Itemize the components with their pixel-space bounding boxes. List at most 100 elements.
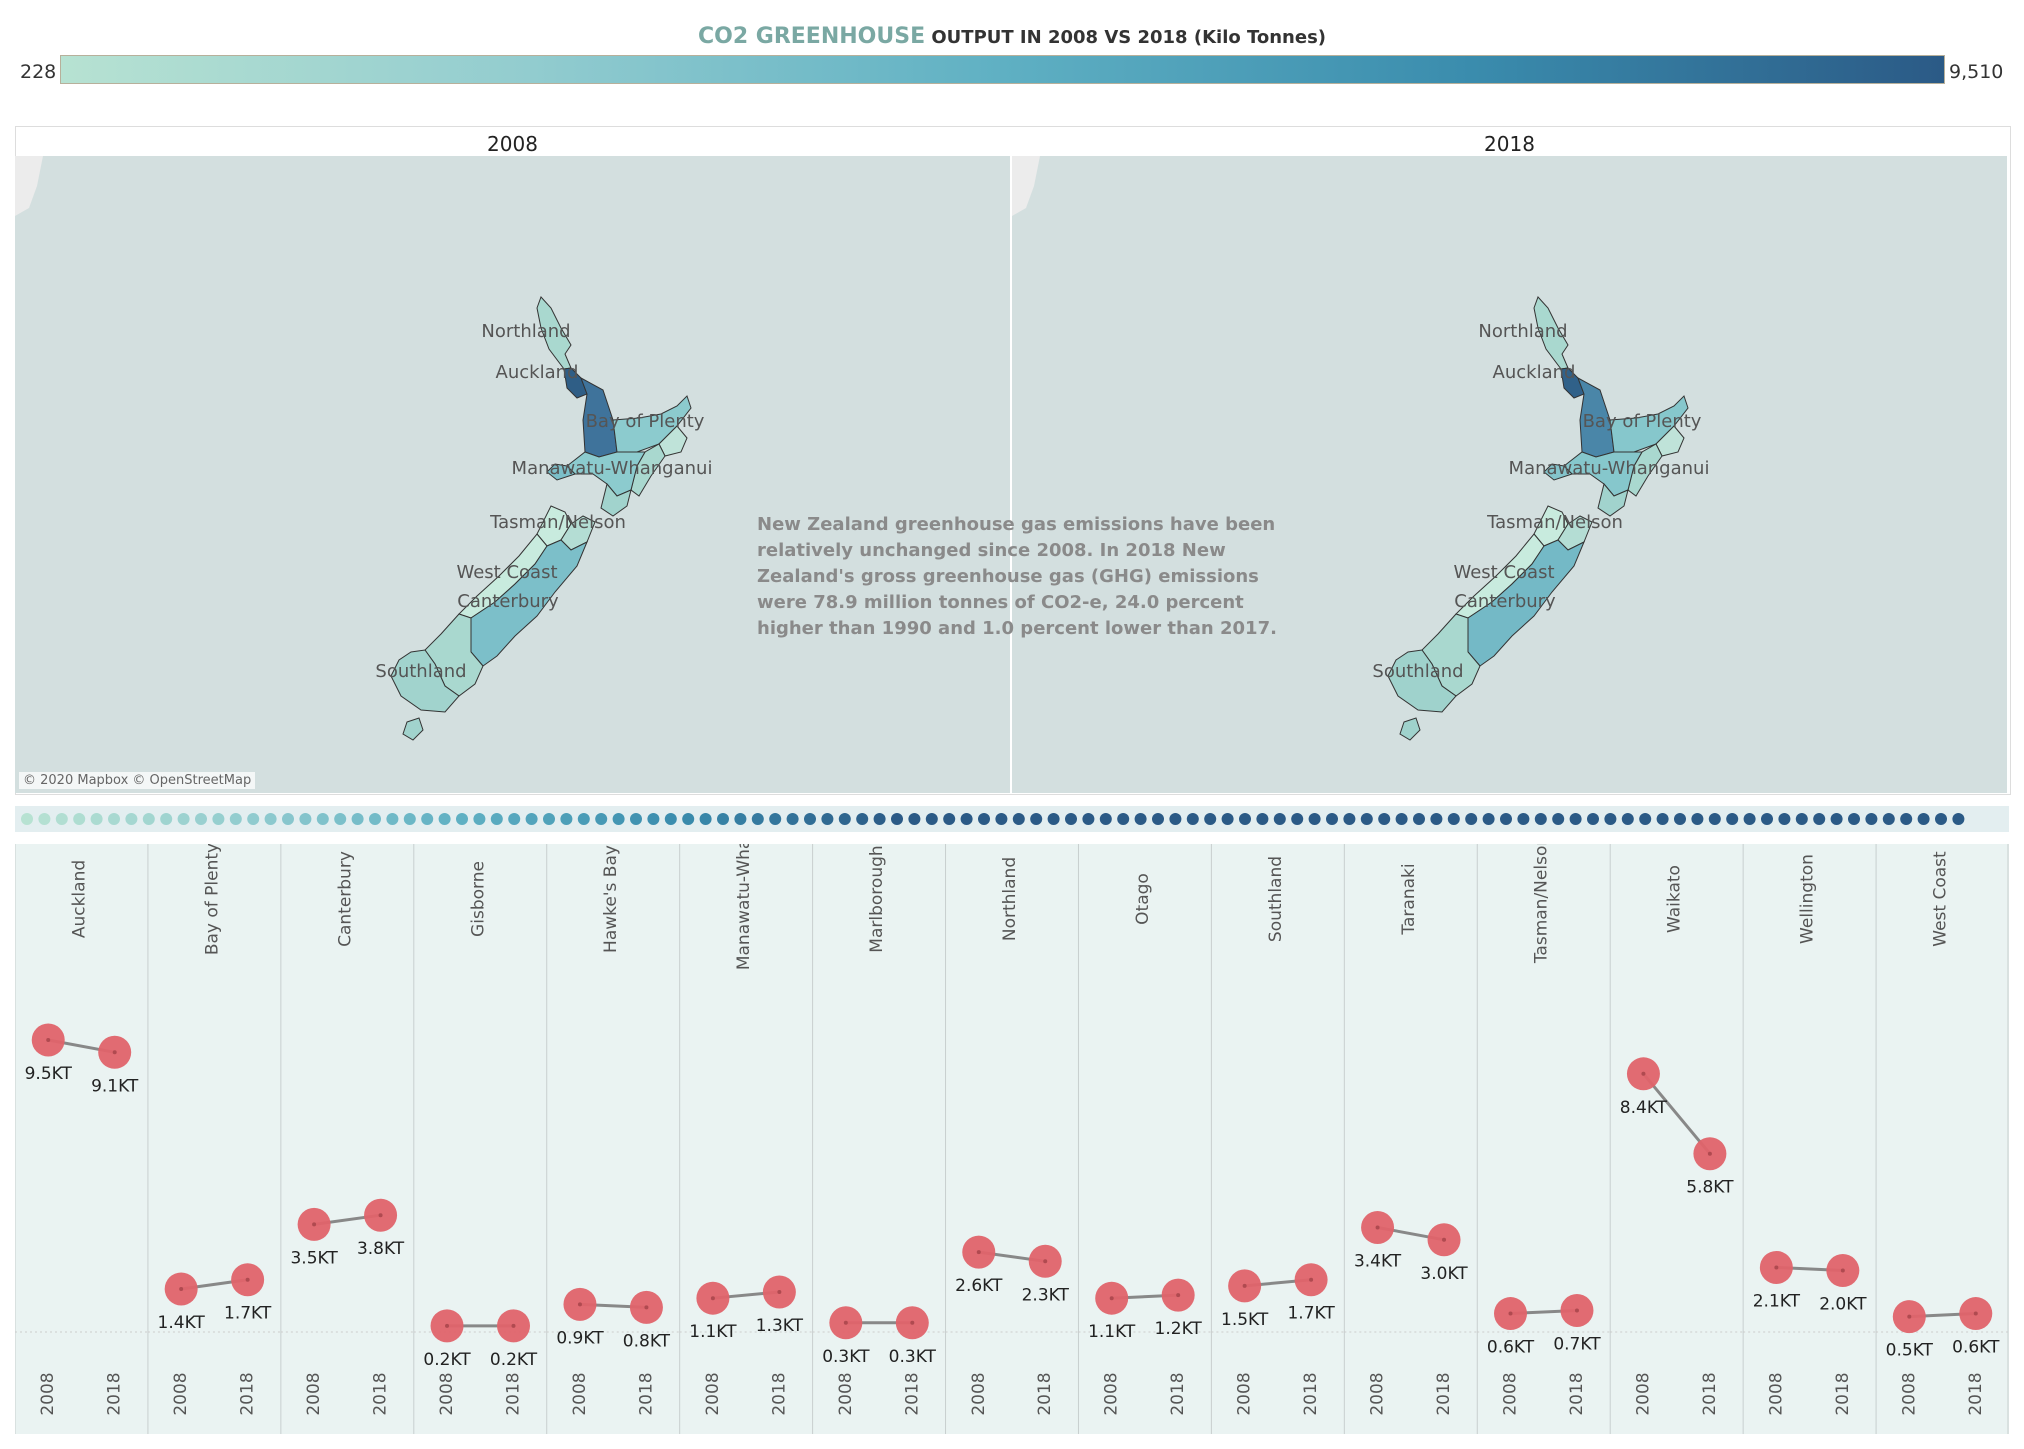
region-canterbury[interactable] bbox=[470, 539, 588, 667]
x-tick-label: 2008 bbox=[969, 1372, 989, 1415]
strip-dot bbox=[1099, 813, 1112, 825]
region-panel: Auckland 9.5KT 9.1KT 2008 2018 bbox=[14, 844, 148, 1434]
strip-dot bbox=[699, 813, 712, 825]
landmass-coast bbox=[15, 156, 43, 216]
panel-background bbox=[147, 844, 281, 1434]
strip-dot bbox=[1169, 813, 1182, 825]
region-taranaki[interactable] bbox=[1543, 463, 1573, 481]
strip-dot bbox=[1343, 813, 1356, 825]
strip-dot bbox=[438, 813, 451, 825]
strip-dot bbox=[1186, 813, 1199, 825]
strip-dot bbox=[195, 813, 207, 825]
marker-center bbox=[976, 1250, 981, 1255]
x-tick-label: 2018 bbox=[769, 1372, 789, 1415]
panel-background bbox=[1477, 844, 1611, 1434]
region-header: Otago bbox=[1133, 873, 1153, 925]
data-label: 3.4KT bbox=[1354, 1251, 1402, 1271]
marker-center bbox=[445, 1323, 450, 1328]
data-label: 0.3KT bbox=[822, 1347, 870, 1367]
region-header: Marlborough bbox=[867, 845, 887, 952]
marker-center bbox=[179, 1286, 184, 1291]
data-label: 0.5KT bbox=[1886, 1341, 1934, 1361]
region-header: West Coast bbox=[1931, 851, 1951, 947]
strip-dot bbox=[212, 813, 225, 825]
region-canterbury[interactable] bbox=[1467, 539, 1585, 667]
strip-dot bbox=[1795, 813, 1808, 825]
region-gisborne[interactable] bbox=[1655, 425, 1685, 457]
region-southland[interactable] bbox=[390, 649, 460, 713]
x-tick-label: 2018 bbox=[1434, 1372, 1454, 1415]
map-svg-2018: Northland Auckland Bay of Plenty Manawat… bbox=[1012, 156, 1709, 741]
strip-dot bbox=[1395, 813, 1408, 825]
region-labels-2018: Northland Auckland Bay of Plenty Manawat… bbox=[1372, 321, 1709, 682]
strip-dot bbox=[1413, 813, 1425, 825]
x-tick-label: 2018 bbox=[1567, 1372, 1587, 1415]
data-label: 0.6KT bbox=[1952, 1338, 2000, 1358]
region-panel: Southland 1.5KT 1.7KT 2008 2018 bbox=[1210, 844, 1345, 1434]
strip-dot bbox=[612, 813, 625, 825]
x-tick-label: 2008 bbox=[38, 1372, 58, 1415]
region-taranaki[interactable] bbox=[546, 463, 576, 481]
map-label: Canterbury bbox=[1454, 591, 1556, 612]
region-wellington[interactable] bbox=[1597, 482, 1629, 517]
color-legend-bar[interactable] bbox=[60, 55, 1945, 84]
legend-max-label: 9,510 bbox=[1949, 61, 2004, 83]
marker-center bbox=[1774, 1265, 1779, 1270]
region-southland[interactable] bbox=[1387, 649, 1457, 713]
map-attribution[interactable]: © 2020 Mapbox © OpenStreetMap bbox=[19, 772, 256, 789]
strip-dot bbox=[838, 813, 851, 825]
marker-center bbox=[1907, 1314, 1912, 1319]
dot-strip-svg bbox=[21, 813, 1965, 825]
legend-min-label: 228 bbox=[20, 61, 57, 83]
strip-dot bbox=[142, 813, 155, 825]
data-label: 3.5KT bbox=[290, 1248, 338, 1268]
region-panel: Marlborough 0.3KT 0.3KT 2008 2018 bbox=[812, 844, 946, 1434]
region-wellington[interactable] bbox=[600, 482, 632, 517]
region-labels-2008: Northland Auckland Bay of Plenty Manawat… bbox=[375, 321, 712, 682]
x-tick-label: 2008 bbox=[836, 1372, 856, 1415]
x-tick-label: 2018 bbox=[1700, 1372, 1720, 1415]
data-label: 1.2KT bbox=[1155, 1319, 1203, 1339]
region-header: Manawatu-Wha.. bbox=[734, 844, 754, 970]
marker-center bbox=[710, 1296, 715, 1301]
strip-dot bbox=[90, 813, 103, 825]
map-label: Canterbury bbox=[457, 591, 559, 612]
data-label: 2.0KT bbox=[1819, 1295, 1867, 1315]
panel-background bbox=[546, 844, 680, 1434]
x-tick-label: 2008 bbox=[703, 1372, 723, 1415]
strip-dot bbox=[751, 813, 764, 825]
strip-dot bbox=[1935, 813, 1947, 825]
strip-dot bbox=[1726, 813, 1739, 825]
strip-dot bbox=[229, 813, 242, 825]
panel-background bbox=[1344, 844, 1478, 1434]
strip-dot bbox=[1743, 813, 1756, 825]
data-label: 2.1KT bbox=[1753, 1291, 1801, 1311]
map-2018[interactable]: Northland Auckland Bay of Plenty Manawat… bbox=[1012, 156, 2007, 793]
data-label: 3.8KT bbox=[357, 1239, 405, 1259]
strip-dot bbox=[943, 813, 956, 825]
strip-dot bbox=[1360, 813, 1373, 825]
strip-dot bbox=[560, 813, 573, 825]
strip-dot bbox=[1065, 813, 1077, 825]
strip-dot bbox=[1256, 813, 1269, 825]
marker-center bbox=[1508, 1311, 1513, 1316]
strip-dot bbox=[456, 813, 468, 825]
map-2008[interactable]: Northland Auckland Bay of Plenty Manawat… bbox=[15, 156, 1010, 793]
map-label: Auckland bbox=[1493, 362, 1576, 383]
strip-dot bbox=[1569, 813, 1582, 825]
strip-dot bbox=[1604, 813, 1617, 825]
region-header: Waikato bbox=[1665, 865, 1685, 933]
strip-dot bbox=[299, 813, 312, 825]
data-label: 0.2KT bbox=[490, 1350, 538, 1370]
strip-dot bbox=[1552, 813, 1565, 825]
marker-center bbox=[1442, 1237, 1447, 1242]
region-gisborne[interactable] bbox=[658, 425, 688, 457]
strip-dot bbox=[1047, 813, 1060, 825]
strip-dot bbox=[369, 813, 381, 825]
strip-dot bbox=[421, 813, 434, 825]
region-header: Southland bbox=[1266, 856, 1286, 942]
strip-dot bbox=[1882, 813, 1895, 825]
commentary-text: New Zealand greenhouse gas emissions hav… bbox=[757, 514, 1277, 639]
panel-background bbox=[1743, 844, 1877, 1434]
strip-dot bbox=[595, 813, 608, 825]
